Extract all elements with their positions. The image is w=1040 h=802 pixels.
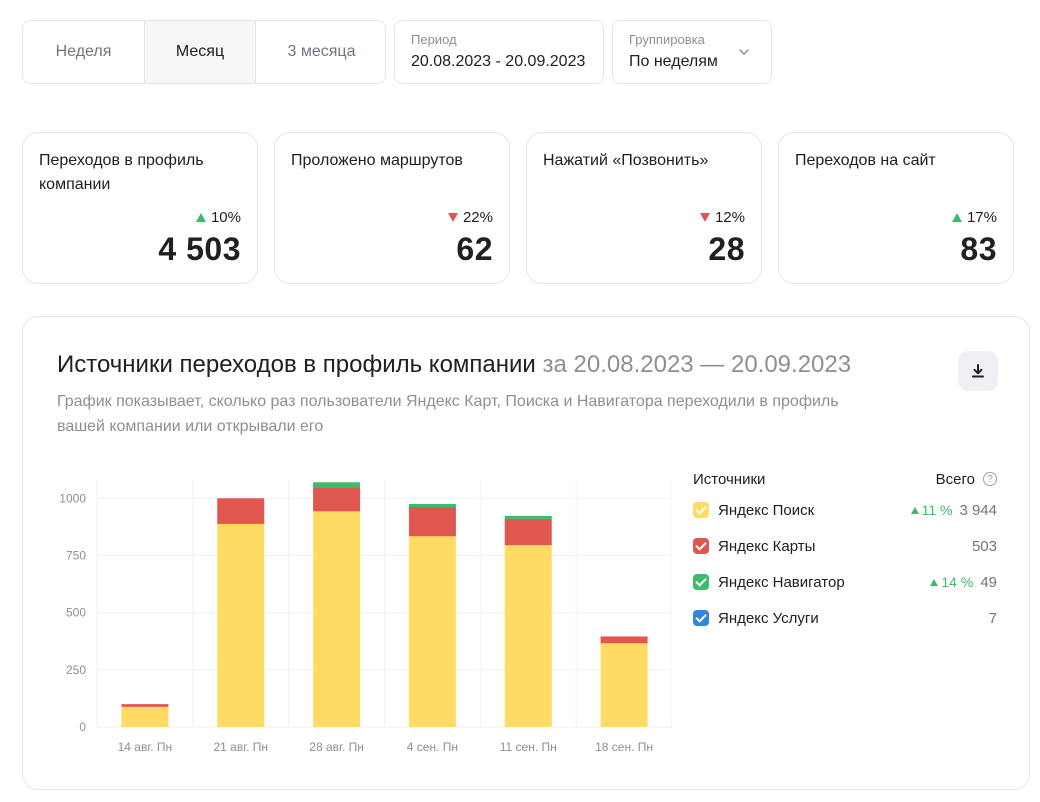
panel-subtitle: График показывает, сколько раз пользоват… bbox=[57, 393, 839, 435]
bar-segment[interactable] bbox=[313, 488, 361, 512]
metric-title: Нажатий «Позвонить» bbox=[543, 152, 709, 169]
period-segmented-control: Неделя Месяц 3 месяца bbox=[22, 20, 386, 84]
grouping-label: Группировка bbox=[629, 32, 705, 47]
metric-card-routes: Проложено маршрутов 22% 62 bbox=[274, 132, 510, 284]
legend-sources-label: Источники bbox=[693, 470, 766, 488]
bar-segment[interactable] bbox=[408, 506, 456, 537]
bar-segment[interactable] bbox=[217, 498, 265, 524]
legend-item-name: Яндекс Поиск bbox=[718, 501, 815, 519]
y-tick-label: 0 bbox=[79, 720, 86, 734]
period-picker[interactable]: Период 20.08.2023 - 20.09.2023 bbox=[394, 20, 604, 84]
metric-value: 83 bbox=[960, 231, 997, 267]
checkbox-icon[interactable] bbox=[693, 538, 709, 554]
y-tick-label: 750 bbox=[66, 548, 86, 562]
trend-up-icon bbox=[951, 213, 962, 222]
metric-card-calls: Нажатий «Позвонить» 12% 28 bbox=[526, 132, 762, 284]
metric-value: 4 503 bbox=[158, 231, 241, 267]
grouping-value: По неделям bbox=[629, 53, 718, 70]
trend-up-icon bbox=[930, 578, 939, 586]
tab-month[interactable]: Месяц bbox=[144, 21, 256, 83]
bar-segment[interactable] bbox=[408, 536, 456, 727]
y-tick-label: 250 bbox=[66, 663, 86, 677]
metric-delta: 12% bbox=[699, 209, 745, 226]
x-tick-label: 4 сен. Пн bbox=[407, 740, 458, 754]
legend-item-total: 503 bbox=[971, 537, 997, 555]
period-value: 20.08.2023 - 20.09.2023 bbox=[411, 53, 586, 70]
sources-bar-chart: 0 250 500 750 1000 14 авг. Пн 21 авг. Пн 28 авг… bbox=[59, 480, 672, 754]
metric-delta-value: 12% bbox=[714, 209, 745, 226]
metric-delta-value: 22% bbox=[462, 209, 493, 226]
bar-segment[interactable] bbox=[121, 704, 169, 707]
x-tick-label: 21 авг. Пн bbox=[213, 740, 268, 754]
legend-item-total: 7 bbox=[988, 609, 997, 627]
metric-delta: 22% bbox=[447, 209, 493, 226]
legend-item-growth-value: 11 % bbox=[921, 502, 953, 518]
sources-panel: Источники переходов в профиль компании з… bbox=[22, 316, 1030, 790]
metric-card-site-visits: Переходов на сайт 17% 83 bbox=[778, 132, 1014, 284]
metric-value: 28 bbox=[708, 231, 745, 267]
x-tick-label: 11 сен. Пн bbox=[500, 740, 557, 754]
panel-title-period: за 20.08.2023 — 20.09.2023 bbox=[542, 351, 852, 378]
x-tick-label: 14 авг. Пн bbox=[118, 740, 173, 754]
bar-segment[interactable] bbox=[217, 523, 265, 727]
legend-item-growth-value: 14 % bbox=[941, 574, 974, 590]
bar-segment[interactable] bbox=[408, 504, 456, 507]
panel-title-text: Источники переходов в профиль компании bbox=[57, 351, 536, 378]
download-button[interactable] bbox=[958, 351, 998, 391]
panel-title: Источники переходов в профиль компании з… bbox=[57, 351, 851, 379]
checkbox-icon[interactable] bbox=[693, 574, 709, 590]
legend-total-header: Всего ? bbox=[936, 471, 997, 488]
metric-card-profile-visits: Переходов в профиль компании 10% 4 503 bbox=[22, 132, 258, 284]
x-tick-label: 28 авг. Пн bbox=[309, 740, 364, 754]
metric-value: 62 bbox=[456, 231, 493, 267]
y-tick-label: 500 bbox=[66, 606, 86, 620]
bar-segment[interactable] bbox=[121, 706, 169, 727]
tab-week[interactable]: Неделя bbox=[55, 43, 112, 60]
trend-down-icon bbox=[699, 213, 710, 222]
checkbox-icon[interactable] bbox=[693, 610, 709, 626]
trend-up-icon bbox=[910, 506, 919, 514]
checkbox-icon[interactable] bbox=[693, 502, 709, 518]
period-label: Период bbox=[411, 32, 457, 47]
help-icon[interactable]: ? bbox=[983, 472, 997, 486]
metric-delta: 17% bbox=[951, 209, 997, 226]
trend-down-icon bbox=[447, 213, 458, 222]
legend-item-search[interactable]: Яндекс Поиск 11 % 3 944 bbox=[693, 492, 999, 528]
legend-item-navigator[interactable]: Яндекс Навигатор 14 % 49 bbox=[693, 564, 999, 600]
chevron-down-icon bbox=[739, 49, 749, 56]
metric-title: Переходов в профиль компании bbox=[39, 152, 204, 193]
download-icon bbox=[972, 364, 984, 378]
legend-item-name: Яндекс Навигатор bbox=[718, 573, 845, 591]
bar-segment[interactable] bbox=[313, 511, 361, 727]
legend-item-growth: 11 % bbox=[910, 502, 953, 518]
metric-delta-value: 10% bbox=[210, 209, 241, 226]
legend-item-total: 49 bbox=[980, 573, 997, 591]
trend-up-icon bbox=[195, 213, 206, 222]
legend-item-growth: 14 % bbox=[930, 574, 973, 590]
bar-segment[interactable] bbox=[313, 482, 361, 489]
y-tick-label: 1000 bbox=[59, 491, 86, 505]
legend-item-maps[interactable]: Яндекс Карты 503 bbox=[693, 528, 999, 564]
legend-item-name: Яндекс Карты bbox=[718, 537, 816, 555]
legend-total-label: Всего bbox=[935, 470, 975, 488]
x-tick-label: 18 сен. Пн bbox=[595, 740, 653, 754]
metric-title: Переходов на сайт bbox=[795, 152, 936, 169]
grouping-select[interactable]: Группировка По неделям bbox=[612, 20, 772, 84]
legend-item-total: 3 944 bbox=[959, 501, 997, 519]
bar-segment[interactable] bbox=[504, 518, 552, 546]
bar-segment[interactable] bbox=[600, 636, 648, 644]
legend-item-services[interactable]: Яндекс Услуги 7 bbox=[693, 600, 999, 636]
metric-delta-value: 17% bbox=[966, 209, 997, 226]
metric-title: Проложено маршрутов bbox=[291, 152, 463, 169]
bar-segment[interactable] bbox=[504, 545, 552, 727]
tab-3-months[interactable]: 3 месяца bbox=[287, 43, 356, 60]
chart-legend: Источники Всего ? Яндекс Поиск 11 % 3 94… bbox=[693, 466, 999, 636]
legend-item-name: Яндекс Услуги bbox=[718, 609, 819, 627]
bar-segment[interactable] bbox=[600, 643, 648, 727]
legend-header: Источники Всего ? bbox=[693, 466, 999, 492]
bar-segment[interactable] bbox=[504, 515, 552, 519]
metric-delta: 10% bbox=[195, 209, 241, 226]
